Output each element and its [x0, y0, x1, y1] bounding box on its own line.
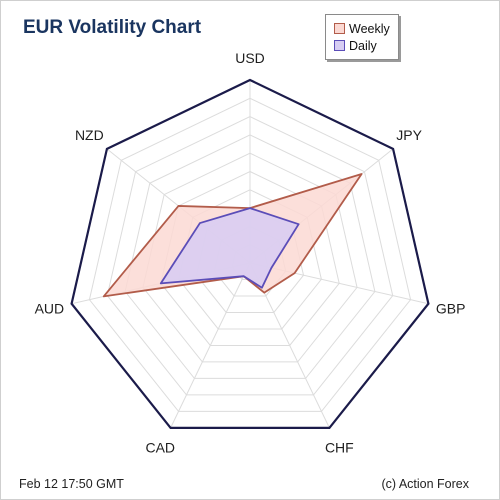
grid-ring: [142, 152, 358, 363]
legend-swatch-daily: [334, 40, 345, 51]
legend-item-daily: Daily: [334, 39, 377, 53]
outline-layer: [70, 78, 430, 429]
legend-item-weekly: Weekly: [334, 22, 390, 36]
grid-ring: [106, 116, 394, 396]
axis-label-nzd: NZD: [75, 127, 104, 143]
axis-label-cad: CAD: [145, 440, 175, 456]
grid-ring: [124, 134, 376, 379]
series-layer: [102, 173, 363, 298]
axis-label-chf: CHF: [325, 440, 354, 456]
footer-date: Feb 12 17:50 GMT: [19, 477, 124, 491]
legend-label-daily: Daily: [349, 39, 377, 53]
axis-label-usd: USD: [235, 50, 265, 66]
series-daily-polygon: [159, 207, 300, 289]
outer-outline: [70, 78, 430, 429]
legend-swatch-weekly: [334, 23, 345, 34]
axis-spoke: [170, 262, 251, 429]
label-layer: USD JPY GBP CHF CAD AUD NZD: [35, 50, 466, 456]
legend-label-weekly: Weekly: [349, 22, 390, 36]
axis-label-aud: AUD: [35, 301, 65, 317]
grid-ring: [88, 97, 412, 412]
legend: Weekly Daily: [325, 14, 399, 60]
chart-title: EUR Volatility Chart: [23, 17, 202, 38]
axis-label-jpy: JPY: [396, 127, 422, 143]
footer-credit: (c) Action Forex: [381, 477, 469, 491]
axis-label-gbp: GBP: [436, 301, 466, 317]
